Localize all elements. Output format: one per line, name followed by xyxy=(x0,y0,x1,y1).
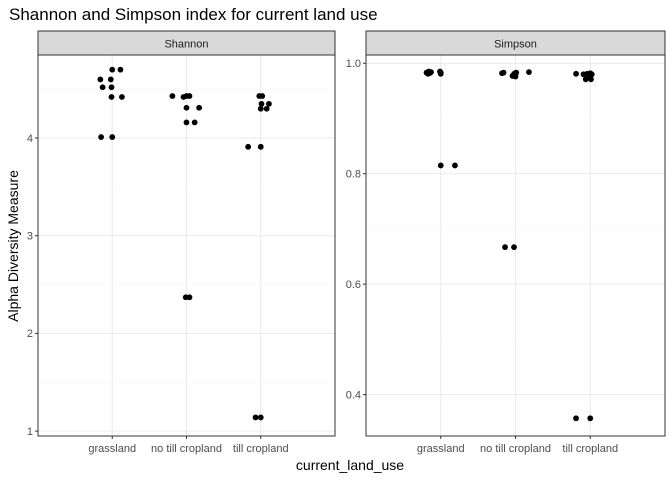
data-point xyxy=(196,104,203,111)
x-tick-label: grassland xyxy=(417,443,465,455)
data-point xyxy=(258,100,265,107)
data-point xyxy=(169,93,176,99)
facet-strip xyxy=(37,30,336,56)
x-tick-label: till cropland xyxy=(233,443,289,455)
data-point xyxy=(502,244,508,251)
facet-strip-label: Simpson xyxy=(494,39,537,51)
data-point xyxy=(526,69,532,76)
data-point xyxy=(259,93,266,99)
panel-border xyxy=(37,54,336,437)
data-point xyxy=(573,70,579,77)
chart-title: Shannon and Simpson index for current la… xyxy=(9,5,378,24)
y-tick-label: 2 xyxy=(27,328,33,340)
facet-panel-shannon: Shannon 1 2 3 4 grassland no till cropland till… xyxy=(27,30,336,455)
data-point xyxy=(183,104,190,111)
data-point xyxy=(191,119,198,126)
data-point xyxy=(511,244,517,251)
y-tick-label: 0.4 xyxy=(346,389,361,401)
data-point xyxy=(452,162,458,169)
data-point xyxy=(186,93,193,99)
data-point xyxy=(245,143,252,150)
data-point xyxy=(99,84,106,91)
x-tick-label: no till cropland xyxy=(151,443,222,455)
data-point xyxy=(257,105,264,112)
data-point xyxy=(257,414,264,421)
data-point xyxy=(117,66,124,73)
y-tick-label: 1.0 xyxy=(346,58,361,70)
data-point xyxy=(587,73,594,80)
data-point xyxy=(437,68,443,75)
y-tick-label: 3 xyxy=(27,231,33,243)
y-tick-label: 0.8 xyxy=(346,169,361,181)
facet-strip-label: Shannon xyxy=(164,39,208,51)
data-point xyxy=(425,70,431,77)
data-point xyxy=(500,69,507,76)
data-point xyxy=(109,134,116,140)
data-point xyxy=(109,66,116,73)
data-point xyxy=(573,415,579,422)
x-tick-label: till cropland xyxy=(562,443,618,455)
data-point xyxy=(97,76,104,83)
data-point xyxy=(587,415,594,422)
y-axis-title: Alpha Diversity Measure xyxy=(5,170,21,322)
data-point xyxy=(263,105,270,112)
facet-panel-simpson: Simpson 0.4 0.6 0.8 1.0 grassland no till crop… xyxy=(346,30,666,455)
data-point xyxy=(266,100,272,107)
data-point xyxy=(108,94,115,100)
x-axis-title: current_land_use xyxy=(296,457,404,473)
data-point xyxy=(510,71,517,78)
data-point xyxy=(252,414,259,421)
y-tick-label: 4 xyxy=(27,133,33,145)
data-point xyxy=(257,143,264,150)
panel-border xyxy=(365,54,666,437)
data-point xyxy=(108,84,115,91)
x-tick-label: no till cropland xyxy=(480,443,551,455)
data-point xyxy=(186,294,193,301)
data-point xyxy=(107,76,114,83)
data-point xyxy=(437,162,444,169)
y-tick-label: 1 xyxy=(27,426,33,438)
facet-strip xyxy=(365,30,666,56)
data-point xyxy=(582,76,589,83)
data-point xyxy=(119,94,125,100)
data-point xyxy=(183,119,190,126)
facet-panels: Shannon 1 2 3 4 grassland no till cropland till… xyxy=(27,30,666,455)
x-tick-label: grassland xyxy=(88,443,136,455)
data-point xyxy=(98,134,105,140)
y-tick-label: 0.6 xyxy=(346,279,361,291)
